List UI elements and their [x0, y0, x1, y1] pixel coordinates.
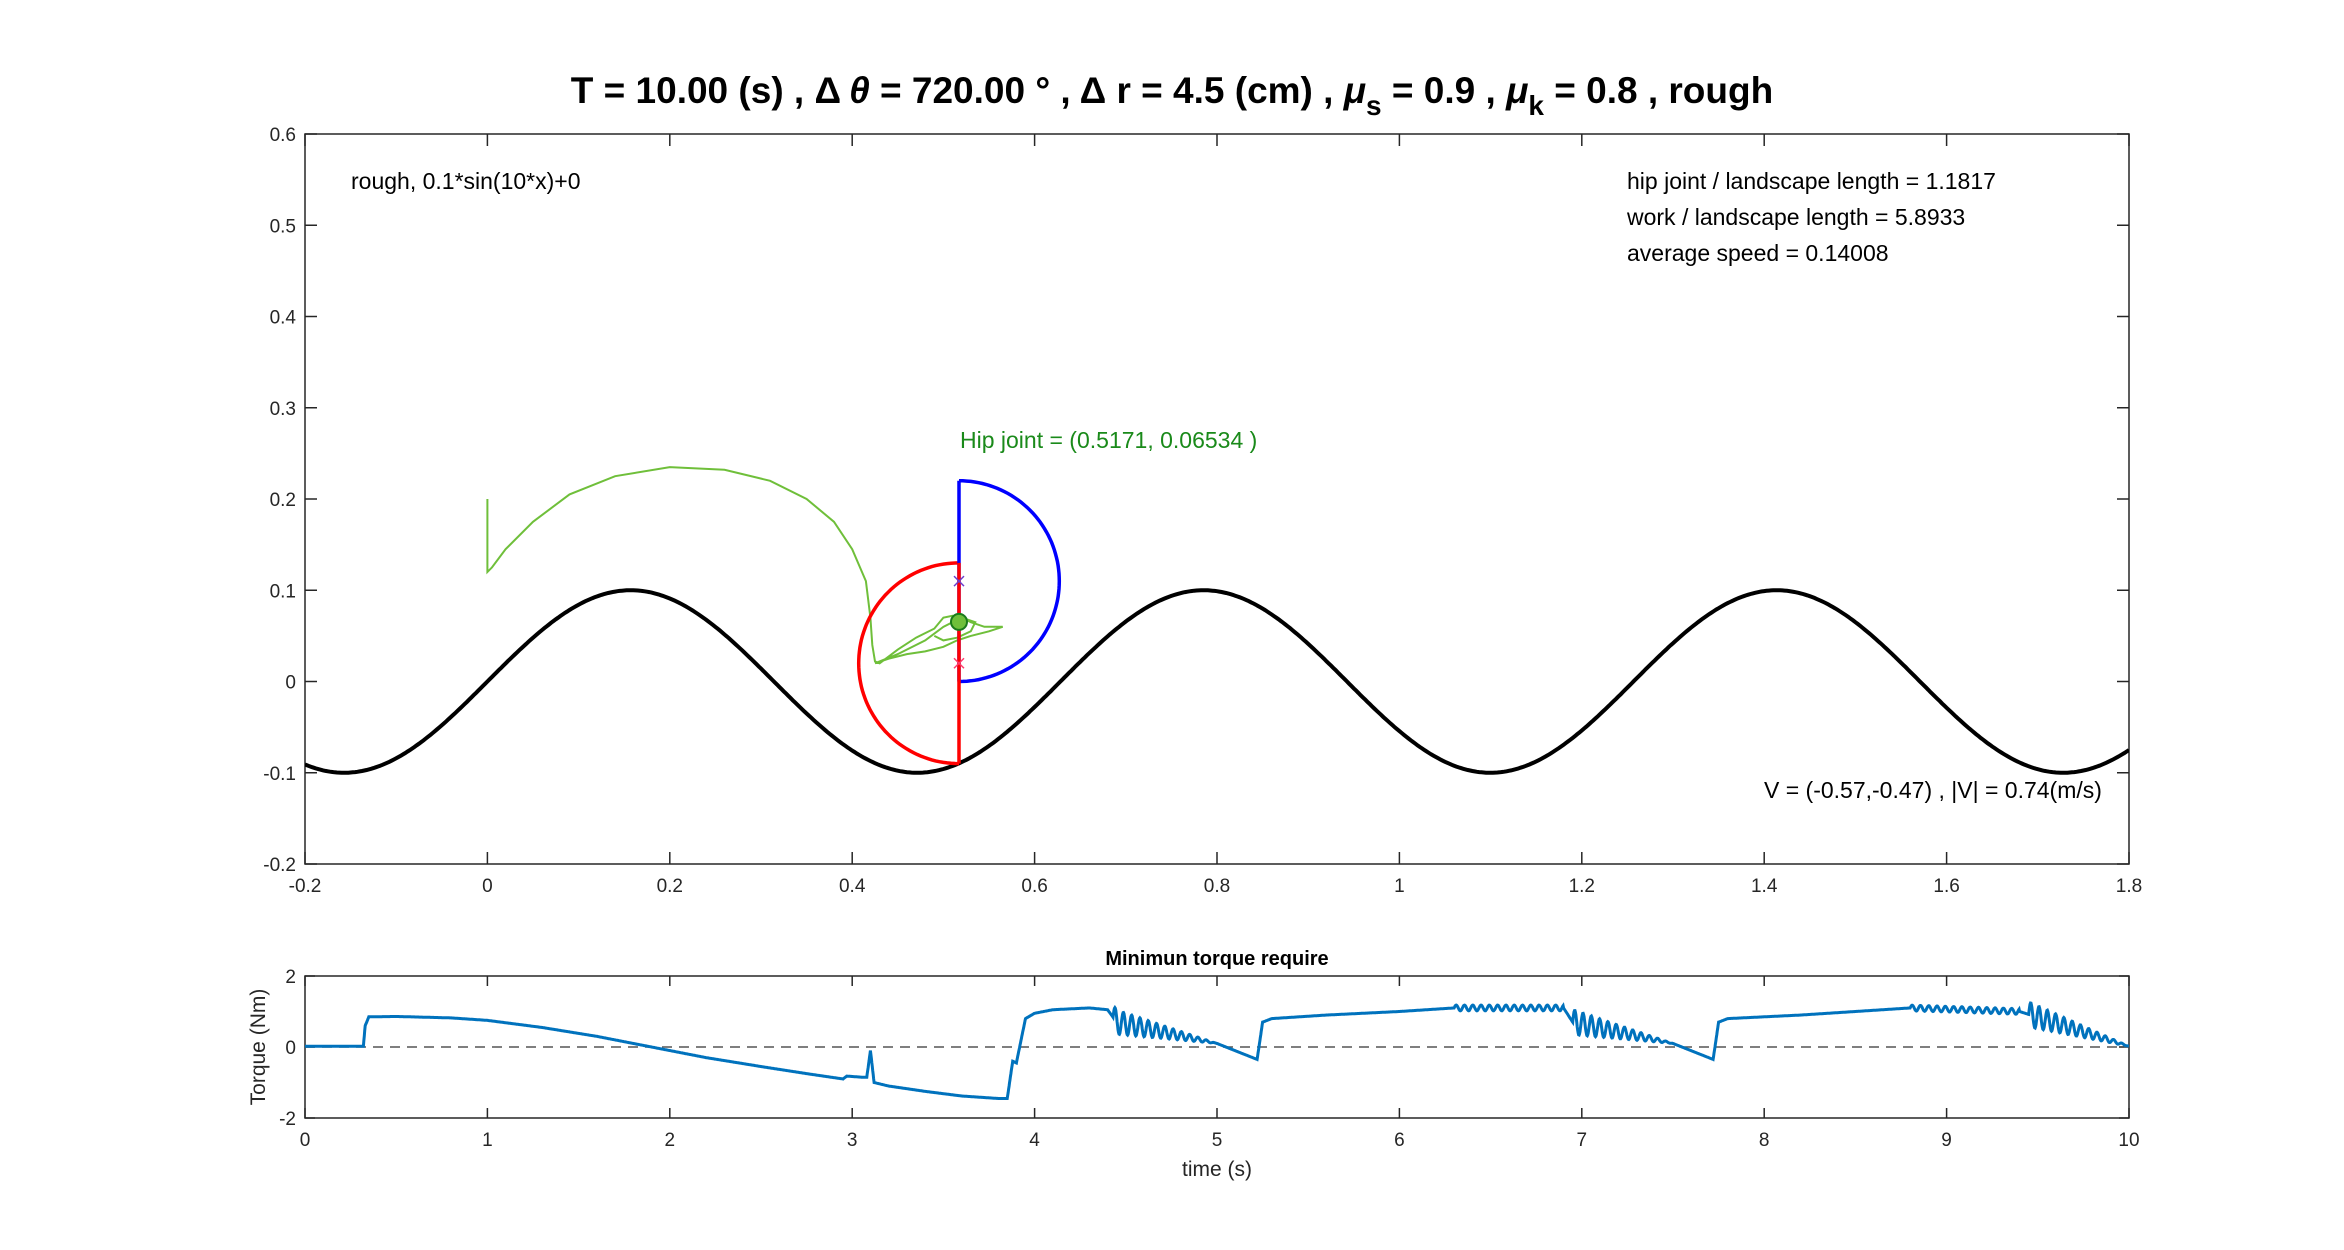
velocity-label: V = (-0.57,-0.47) , |V| = 0.74(m/s)	[1764, 777, 2102, 803]
torque-x-tick-label: 0	[300, 1130, 311, 1151]
terrain-curve	[305, 588, 2129, 775]
x-tick-label: 0	[482, 876, 493, 897]
torque-series-line	[305, 1001, 2129, 1100]
x-tick-label: 0.4	[839, 876, 866, 897]
red-leg-arc	[856, 561, 960, 766]
torque-y-tick-label: 2	[285, 967, 296, 988]
hip-markers	[949, 480, 968, 764]
x-tick-label: 0.8	[1204, 876, 1230, 897]
blue-leg-center-marker	[953, 575, 965, 587]
y-tick-label: 0.1	[270, 581, 296, 602]
torque-x-tick-label: 5	[1212, 1130, 1223, 1151]
x-tick-label: 1.2	[1569, 876, 1595, 897]
y-tick-label: 0.3	[270, 399, 296, 420]
hip-joint-marker	[949, 612, 968, 631]
x-tick-label: 1.4	[1751, 876, 1778, 897]
main-ticks: -0.2 0 0.2 0.4 0.6 0.8 1 1.2 1.4 1.6 1.8 -0.2 -0.1 0 0…	[263, 125, 2142, 897]
x-tick-label: 0.2	[657, 876, 683, 897]
main-axes: -0.2 0 0.2 0.4 0.6 0.8 1 1.2 1.4 1.6 1.8 -0.2 -0.1 0 0…	[263, 125, 2142, 897]
x-tick-label: -0.2	[289, 876, 322, 897]
x-tick-label: 1.6	[1933, 876, 1959, 897]
torque-x-tick-label: 10	[2118, 1130, 2139, 1151]
hip-trajectory	[486, 466, 1004, 665]
x-tick-label: 1.8	[2116, 876, 2142, 897]
y-tick-label: 0.6	[270, 125, 296, 146]
y-tick-label: -0.2	[263, 855, 296, 876]
red-leg-center-marker	[953, 657, 965, 669]
y-tick-label: 0.5	[270, 216, 296, 237]
torque-title: Minimun torque require	[1105, 948, 1328, 970]
torque-x-tick-label: 2	[665, 1130, 676, 1151]
y-tick-label: 0.4	[270, 308, 297, 329]
torque-y-tick-label: 0	[285, 1038, 296, 1059]
torque-axes: Minimun torque require 0 1 2 3 4 5 6 7 8 9 10-202 …	[247, 948, 2140, 1181]
torque-x-tick-label: 7	[1577, 1130, 1588, 1151]
x-tick-label: 1	[1394, 876, 1405, 897]
torque-x-tick-label: 4	[1029, 1130, 1040, 1151]
terrain-label: rough, 0.1*sin(10*x)+0	[351, 168, 581, 194]
hip-ratio-label: hip joint / landscape length = 1.1817	[1627, 168, 1996, 194]
y-tick-label: -0.1	[263, 764, 296, 785]
torque-x-tick-label: 1	[482, 1130, 493, 1151]
torque-x-tick-label: 9	[1941, 1130, 1952, 1151]
torque-x-tick-label: 3	[847, 1130, 858, 1151]
torque-y-tick-label: -2	[279, 1109, 296, 1130]
blue-leg-arc	[958, 479, 1062, 684]
work-ratio-label: work / landscape length = 5.8933	[1626, 204, 1965, 230]
torque-xlabel: time (s)	[1182, 1158, 1252, 1181]
x-tick-label: 0.6	[1021, 876, 1047, 897]
torque-ylabel: Torque (Nm)	[247, 989, 270, 1106]
torque-x-tick-label: 8	[1759, 1130, 1770, 1151]
main-plot-box	[304, 133, 2130, 865]
torque-x-tick-label: 6	[1394, 1130, 1405, 1151]
hip-joint-label: Hip joint = (0.5171, 0.06534 )	[960, 427, 1257, 453]
y-tick-label: 0.2	[270, 490, 296, 511]
avg-speed-label: average speed = 0.14008	[1627, 240, 1889, 266]
y-tick-label: 0	[285, 673, 296, 694]
